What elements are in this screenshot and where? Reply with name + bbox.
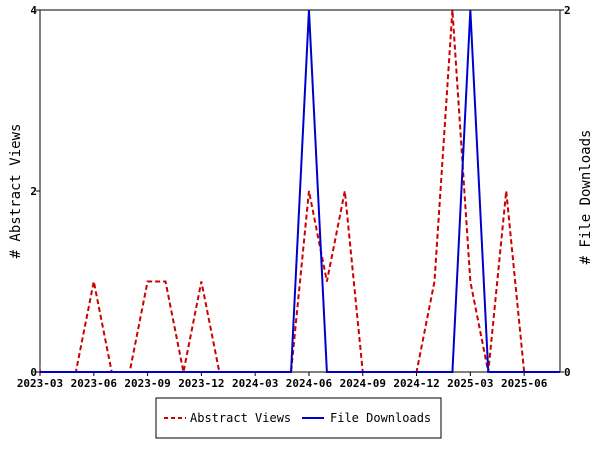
y-axis-title-right: # File Downloads — [578, 130, 594, 265]
x-tick-label: 2025-06 — [501, 377, 548, 390]
legend-label-abstract-views: Abstract Views — [190, 411, 291, 425]
y-tick-label-left: 2 — [30, 185, 37, 198]
axis-layer: 2023-03 2023-06 2023-09 2023-12 2024-03 2024-… — [17, 4, 571, 390]
x-tick-label: 2023-06 — [71, 377, 118, 390]
series-line-file-downloads — [40, 9, 560, 373]
legend-label-file-downloads: File Downloads — [330, 411, 431, 425]
legend: Abstract Views File Downloads — [155, 397, 442, 439]
y-tick-label-right: 2 — [564, 4, 571, 17]
y-axis-title-left: # Abstract Views — [8, 124, 24, 259]
x-tick-label: 2024-03 — [232, 377, 278, 390]
x-tick-label: 2023-12 — [178, 377, 224, 390]
y-tick-label-right: 0 — [564, 366, 571, 379]
legend-box — [155, 397, 442, 439]
x-tick-label: 2023-03 — [17, 377, 63, 390]
x-tick-label: 2024-12 — [393, 377, 439, 390]
x-tick-label: 2024-09 — [340, 377, 386, 390]
y-tick-label-left: 0 — [30, 366, 37, 379]
x-tick-label: 2025-03 — [447, 377, 493, 390]
y-tick-label-left: 4 — [30, 4, 37, 17]
series-layer — [40, 9, 560, 373]
x-tick-label: 2024-06 — [286, 377, 333, 390]
x-tick-label: 2023-09 — [124, 377, 170, 390]
